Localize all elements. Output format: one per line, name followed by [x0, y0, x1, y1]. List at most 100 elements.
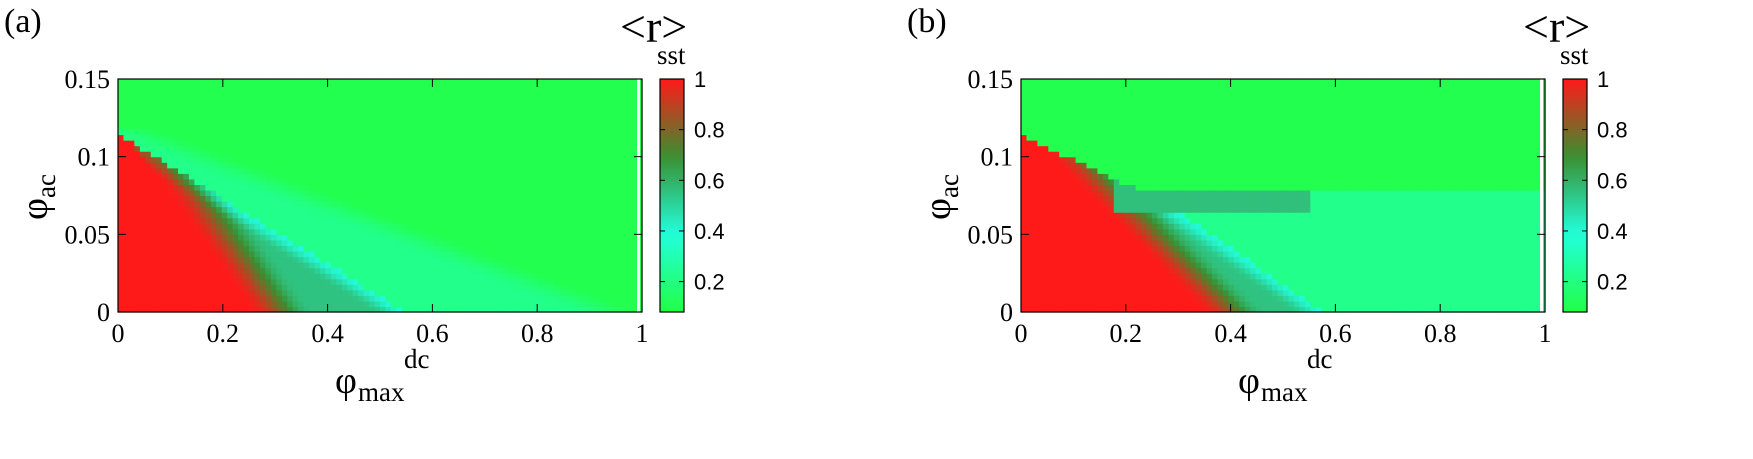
- heatmap-cell: [631, 95, 638, 102]
- heatmap-cell: [1474, 278, 1481, 285]
- heatmap-cell: [412, 306, 419, 313]
- heatmap-cell: [1332, 289, 1339, 296]
- heatmap-cell: [1141, 306, 1148, 313]
- heatmap-cell: [396, 117, 403, 124]
- heatmap-cell: [145, 201, 152, 208]
- heatmap-cell: [1190, 278, 1197, 285]
- heatmap-cell: [1310, 300, 1317, 308]
- heatmap-cell: [341, 95, 348, 102]
- heatmap-cell: [1244, 289, 1251, 296]
- heatmap-cell: [1201, 278, 1208, 285]
- heatmap-cell: [565, 245, 572, 252]
- heatmap-cell: [1392, 267, 1399, 274]
- heatmap-cell: [150, 201, 157, 208]
- heatmap-cell: [227, 284, 234, 291]
- heatmap-cell: [1326, 278, 1333, 285]
- heatmap-cell: [1244, 284, 1251, 291]
- heatmap-cell: [385, 167, 392, 174]
- heatmap-cell: [128, 284, 135, 291]
- heatmap-cell: [128, 189, 135, 197]
- heatmap-cell: [254, 206, 261, 213]
- heatmap-cell: [188, 134, 196, 141]
- heatmap-cell: [538, 128, 545, 136]
- heatmap-cell: [614, 250, 621, 258]
- heatmap-cell: [521, 300, 528, 308]
- heatmap-cell: [336, 223, 343, 230]
- heatmap-cell: [390, 262, 397, 269]
- heatmap-cell: [456, 156, 463, 163]
- heatmap-cell: [1512, 262, 1519, 269]
- heatmap-cell: [390, 195, 397, 202]
- heatmap-cell: [172, 184, 179, 191]
- heatmap-cell: [281, 234, 288, 241]
- heatmap-cell: [369, 256, 376, 263]
- heatmap-cell: [1184, 267, 1191, 274]
- heatmap-cell: [358, 245, 365, 252]
- heatmap-cell: [167, 201, 174, 208]
- heatmap-cell: [1392, 278, 1399, 285]
- heatmap-cell: [167, 284, 174, 291]
- heatmap-cell: [123, 234, 130, 241]
- heatmap-cell: [380, 117, 387, 124]
- heatmap-cell: [298, 90, 305, 97]
- heatmap-cell: [1359, 267, 1366, 274]
- heatmap-cell: [221, 212, 228, 219]
- heatmap-cell: [609, 273, 616, 280]
- heatmap-cell: [210, 201, 217, 208]
- heatmap-cell: [401, 306, 408, 313]
- heatmap-cell: [374, 278, 381, 285]
- heatmap-cell: [1370, 278, 1377, 285]
- heatmap-cell: [592, 262, 599, 269]
- heatmap-cell: [347, 101, 354, 108]
- heatmap-cell: [380, 112, 387, 119]
- heatmap-cell: [1403, 306, 1410, 313]
- heatmap-cell: [1364, 284, 1371, 291]
- heatmap-cell: [325, 289, 332, 296]
- heatmap-cell: [298, 212, 305, 219]
- heatmap-cell: [139, 228, 146, 235]
- heatmap-cell: [407, 173, 414, 180]
- heatmap-cell: [123, 162, 130, 169]
- heatmap-cell: [128, 256, 135, 263]
- heatmap-cell: [538, 300, 545, 308]
- heatmap-cell: [434, 140, 441, 147]
- heatmap-cell: [560, 262, 567, 269]
- heatmap-cell: [167, 234, 174, 241]
- heatmap-cell: [1381, 300, 1388, 308]
- heatmap-cell: [423, 201, 430, 208]
- y-axis-label-sub: ac: [31, 174, 61, 198]
- heatmap-cell: [336, 173, 343, 180]
- heatmap-cell: [330, 212, 337, 219]
- heatmap-cell: [560, 212, 567, 219]
- heatmap-cell: [276, 156, 283, 163]
- heatmap-cell: [1021, 262, 1028, 269]
- heatmap-cell: [156, 128, 163, 136]
- heatmap-cell: [581, 101, 589, 108]
- heatmap-cell: [401, 250, 408, 258]
- heatmap-cell: [625, 140, 632, 147]
- heatmap-cell: [472, 239, 479, 247]
- heatmap-cell: [1430, 306, 1437, 313]
- heatmap-cell: [221, 145, 228, 152]
- heatmap-cell: [543, 256, 550, 263]
- heatmap-cell: [1119, 262, 1126, 269]
- heatmap-cell: [1343, 284, 1350, 291]
- heatmap-cell: [1424, 306, 1431, 313]
- heatmap-cell: [319, 212, 327, 219]
- heatmap-cell: [1364, 273, 1371, 280]
- heatmap-cell: [407, 217, 414, 224]
- heatmap-cell: [1310, 306, 1317, 313]
- heatmap-cell: [1446, 289, 1453, 296]
- heatmap-cell: [1021, 306, 1028, 313]
- heatmap-cell: [543, 140, 550, 147]
- heatmap-cell: [478, 84, 485, 91]
- heatmap-cell: [581, 289, 589, 296]
- heatmap-cell: [210, 117, 217, 124]
- heatmap-cell: [199, 217, 206, 224]
- heatmap-cell: [1179, 262, 1186, 269]
- heatmap-cell: [500, 156, 507, 163]
- heatmap-cell: [254, 289, 261, 296]
- heatmap-cell: [1124, 262, 1131, 269]
- heatmap-cell: [581, 95, 589, 102]
- heatmap-cell: [483, 178, 490, 186]
